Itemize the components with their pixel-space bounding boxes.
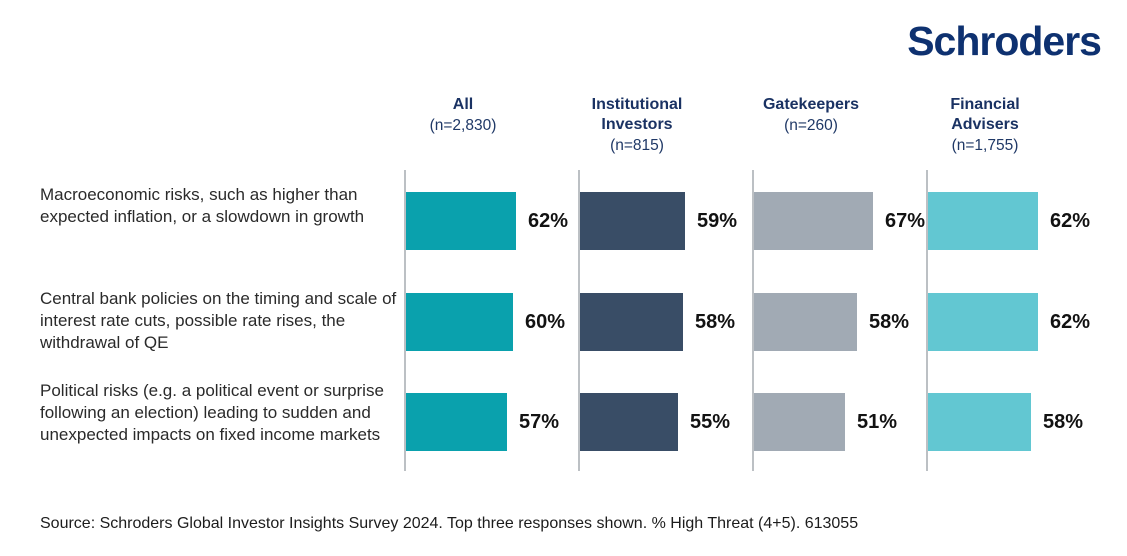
bar: [754, 393, 845, 451]
category-label: Central bank policies on the timing and …: [40, 289, 397, 352]
group-sample-size: (n=2,830): [429, 117, 497, 134]
bar: [754, 293, 857, 351]
bar-value-label: 62%: [1050, 311, 1091, 333]
group-sample-size: (n=1,755): [951, 137, 1019, 154]
bar: [928, 393, 1031, 451]
category-label: Macroeconomic risks, such as higher than…: [40, 185, 365, 226]
schroders-logo: Schroders: [907, 18, 1102, 64]
bar-value-label: 51%: [857, 411, 898, 433]
group-name: Institutional Investors: [591, 96, 683, 133]
bar-value-label: 59%: [697, 210, 738, 232]
source-note: Source: Schroders Global Investor Insigh…: [40, 515, 859, 532]
bar: [580, 192, 685, 250]
bar: [580, 293, 683, 351]
group-header: Financial Advisers (n=1,755): [919, 95, 1051, 156]
group-header: All (n=2,830): [397, 95, 529, 136]
group-name: All: [452, 96, 474, 113]
bar-value-label: 55%: [690, 411, 731, 433]
group-name: Gatekeepers: [762, 96, 860, 113]
group-header: Gatekeepers (n=260): [745, 95, 877, 136]
bar: [406, 293, 513, 351]
group-axis-line: [752, 170, 754, 471]
bar: [754, 192, 873, 250]
bar-value-label: 60%: [525, 311, 566, 333]
bar: [928, 192, 1038, 250]
bar: [406, 192, 516, 250]
bar: [928, 293, 1038, 351]
bar-value-label: 62%: [1050, 210, 1091, 232]
bar-value-label: 57%: [519, 411, 560, 433]
bar-value-label: 58%: [695, 311, 736, 333]
group-sample-size: (n=815): [610, 137, 664, 154]
bar: [580, 393, 678, 451]
bar-value-label: 62%: [528, 210, 569, 232]
bar-value-label: 58%: [869, 311, 910, 333]
category-label: Political risks (e.g. a political event …: [40, 381, 384, 444]
group-axis-line: [404, 170, 406, 471]
group-axis-line: [926, 170, 928, 471]
bar-value-label: 67%: [885, 210, 926, 232]
bar: [406, 393, 507, 451]
group-sample-size: (n=260): [784, 117, 838, 134]
group-name: Financial Advisers: [950, 96, 1020, 133]
group-header: Institutional Investors (n=815): [571, 95, 703, 156]
bar-value-label: 58%: [1043, 411, 1084, 433]
group-axis-line: [578, 170, 580, 471]
